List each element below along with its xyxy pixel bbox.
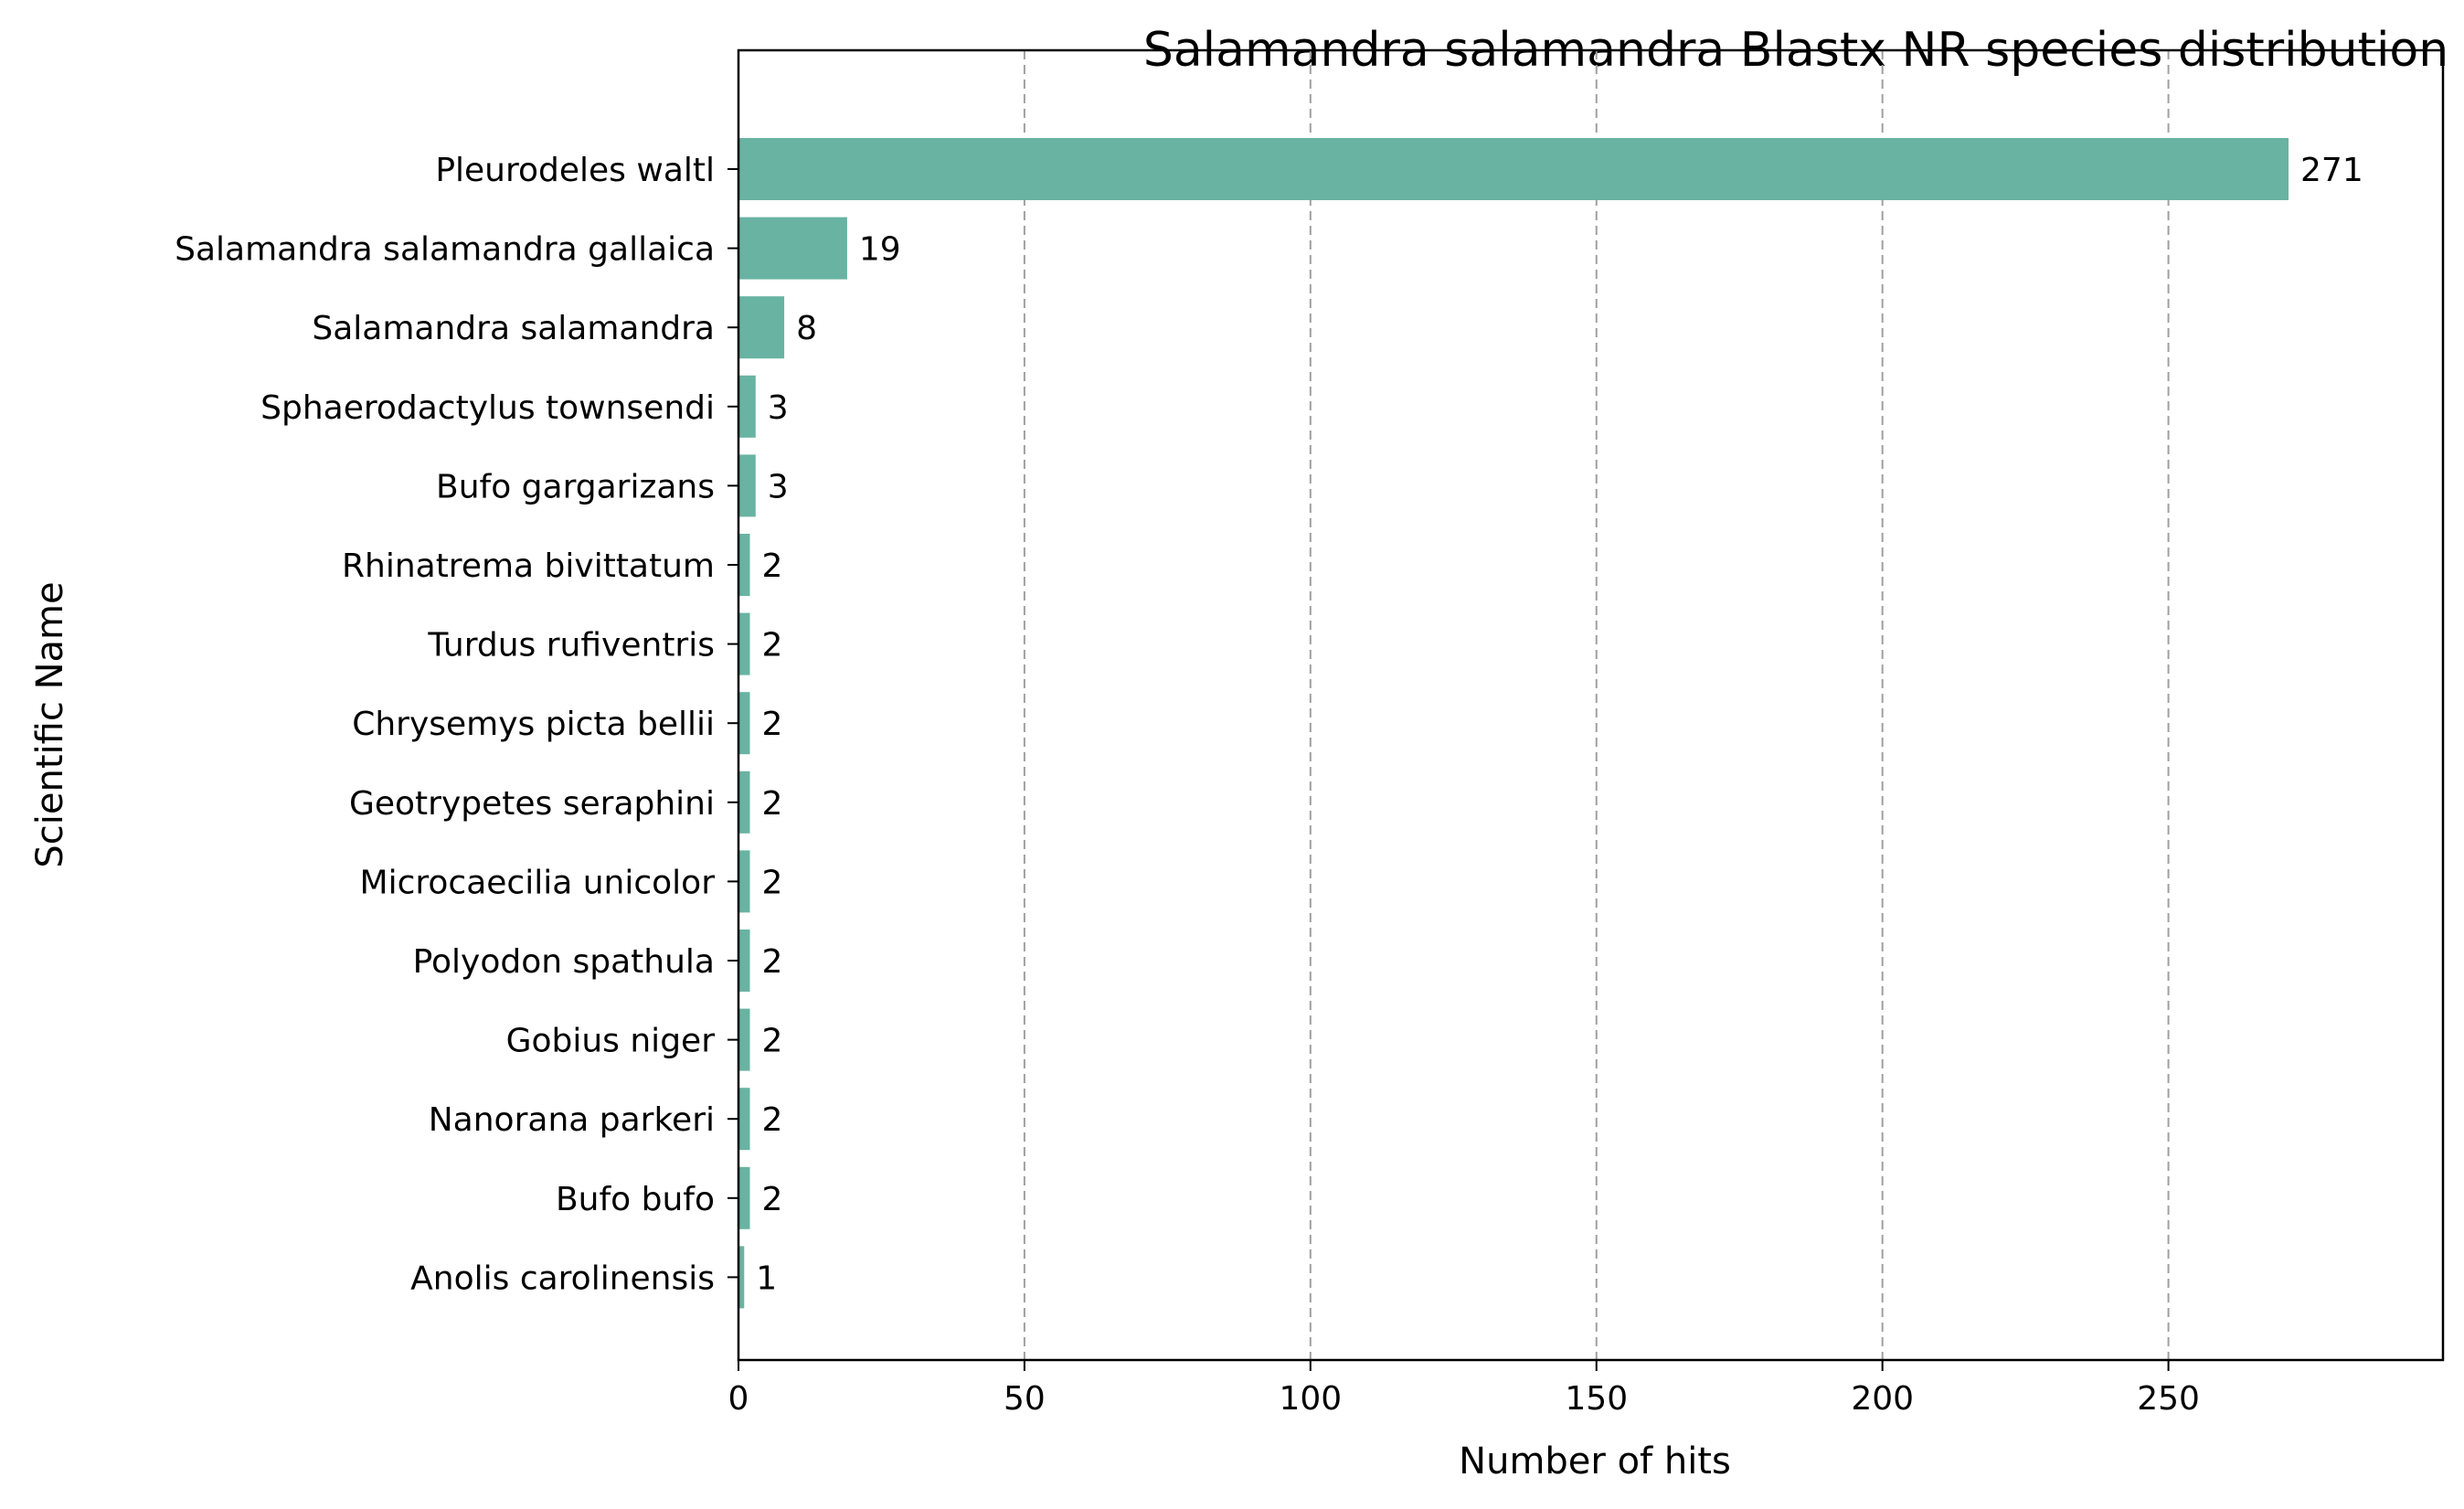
data-label: 271 bbox=[2300, 152, 2363, 189]
bar bbox=[738, 1088, 750, 1151]
x-tick-label: 0 bbox=[728, 1380, 749, 1418]
bar bbox=[738, 534, 750, 596]
x-tick-label: 250 bbox=[2137, 1380, 2200, 1418]
bar bbox=[738, 454, 756, 517]
y-tick-label: Turdus rufiventris bbox=[427, 627, 715, 664]
data-label: 2 bbox=[762, 864, 783, 901]
x-axis-label: Number of hits bbox=[1459, 1440, 1731, 1482]
data-label: 2 bbox=[762, 943, 783, 981]
grid-lines bbox=[1023, 50, 2170, 1360]
data-label: 19 bbox=[859, 231, 901, 269]
y-tick-label: Geotrypetes seraphini bbox=[349, 785, 715, 823]
y-tick-label: Bufo gargarizans bbox=[436, 468, 715, 505]
data-label: 3 bbox=[768, 389, 789, 427]
bar bbox=[738, 1008, 750, 1071]
data-label: 2 bbox=[762, 1101, 783, 1139]
y-tick-label: Gobius niger bbox=[506, 1023, 716, 1060]
bar bbox=[738, 375, 756, 438]
data-label: 2 bbox=[762, 547, 783, 585]
y-tick-label: Salamandra salamandra gallaica bbox=[175, 231, 715, 269]
bar bbox=[738, 850, 750, 913]
data-label: 2 bbox=[762, 1023, 783, 1060]
y-axis-ticks: Pleurodeles waltl Salamandra salamandra g… bbox=[175, 152, 738, 1297]
data-labels: 271 19 8 3 3 2 2 2 2 2 2 2 2 2 1 bbox=[756, 152, 2363, 1297]
bar bbox=[738, 1166, 750, 1229]
data-label: 8 bbox=[796, 310, 817, 347]
bar bbox=[738, 138, 2289, 200]
y-axis-label: Scientific Name bbox=[29, 581, 71, 867]
y-tick-label: Pleurodeles waltl bbox=[435, 152, 715, 189]
y-tick-label: Chrysemys picta bellii bbox=[352, 706, 715, 743]
y-tick-label: Microcaecilia unicolor bbox=[360, 864, 716, 901]
bar bbox=[738, 770, 750, 834]
x-tick-label: 150 bbox=[1565, 1380, 1628, 1418]
y-tick-label: Bufo bufo bbox=[556, 1181, 715, 1218]
bar bbox=[738, 296, 785, 359]
x-tick-label: 50 bbox=[1004, 1380, 1046, 1418]
data-label: 2 bbox=[762, 1181, 783, 1218]
data-label: 2 bbox=[762, 785, 783, 823]
data-label: 3 bbox=[768, 468, 789, 505]
data-label: 1 bbox=[756, 1259, 777, 1297]
bar bbox=[738, 217, 847, 280]
data-label: 2 bbox=[762, 627, 783, 664]
bar bbox=[738, 612, 750, 675]
bar bbox=[738, 1246, 745, 1309]
y-tick-label: Sphaerodactylus townsendi bbox=[260, 389, 715, 427]
y-tick-label: Polyodon spathula bbox=[413, 943, 715, 981]
x-axis-ticks: 0 50 100 150 200 250 bbox=[728, 1360, 2200, 1418]
y-tick-label: Anolis carolinensis bbox=[410, 1259, 715, 1297]
plot-frame bbox=[737, 48, 2445, 1362]
bar bbox=[738, 692, 750, 755]
bar bbox=[738, 930, 750, 992]
bars bbox=[738, 138, 2289, 1309]
data-label: 2 bbox=[762, 706, 783, 743]
x-tick-label: 100 bbox=[1279, 1380, 1342, 1418]
y-tick-label: Rhinatrema bivittatum bbox=[342, 547, 715, 585]
y-tick-label: Salamandra salamandra bbox=[312, 310, 715, 347]
y-tick-label: Nanorana parkeri bbox=[429, 1101, 715, 1139]
x-tick-label: 200 bbox=[1851, 1380, 1914, 1418]
